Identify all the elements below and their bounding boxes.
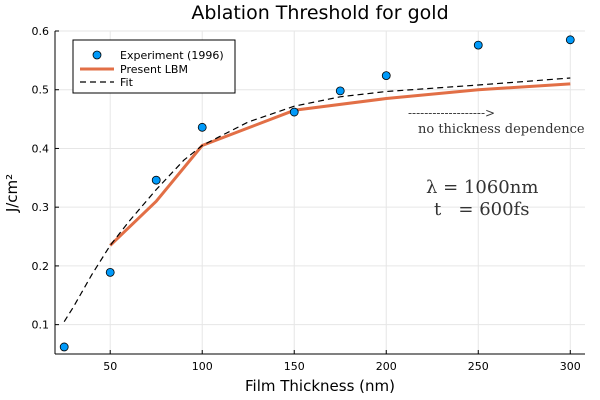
experiment-data-point [335,86,345,96]
fit-curve [63,77,571,323]
x-tick-label: 250 [468,360,489,373]
experiment-data-point [105,267,115,277]
experiment-data-point [151,175,161,185]
tick-labels: 50 100 150 200 250 300 0.1 0.2 0.3 0.4 0.5 0.6 [32,25,581,373]
y-axis-label: J/cm² [3,174,21,213]
x-tick-label: 150 [284,360,305,373]
y-tick-label: 0.6 [32,25,50,38]
axes [54,30,585,355]
experiment-data-point [565,35,575,45]
x-tick-label: 100 [192,360,213,373]
experiment-data-point [59,342,69,352]
experiment-data-point [197,122,207,132]
x-tick-label: 200 [376,360,397,373]
chart-title: Ablation Threshold for gold [191,2,448,24]
x-axis-label: Film Thickness (nm) [245,377,395,395]
legend-label: Fit [120,76,134,89]
annotation-note: no thickness dependence [418,122,585,137]
annotation-arrow: -------------------> [408,106,495,120]
annotation-lambda: λ = 1060nm [426,177,538,198]
y-tick-label: 0.2 [32,260,50,273]
annotations: -------------------> no thickness depend… [408,106,585,220]
y-tick-label: 0.3 [32,201,50,214]
legend-swatch-experiment [92,50,102,60]
y-tick-label: 0.1 [32,319,50,332]
experiment-data-point [473,40,483,50]
x-tick-label: 50 [103,360,117,373]
annotation-pulse-duration: t = 600fs [434,199,529,220]
experiment-data-point [381,71,391,81]
legend-box [72,39,236,94]
legend-label: Experiment (1996) [120,49,224,62]
experiment-data-point [289,107,299,117]
y-tick-label: 0.4 [32,142,50,155]
legend-label: Present LBM [120,63,188,76]
x-tick-label: 300 [560,360,581,373]
series [59,35,575,352]
y-tick-label: 0.5 [32,84,50,97]
